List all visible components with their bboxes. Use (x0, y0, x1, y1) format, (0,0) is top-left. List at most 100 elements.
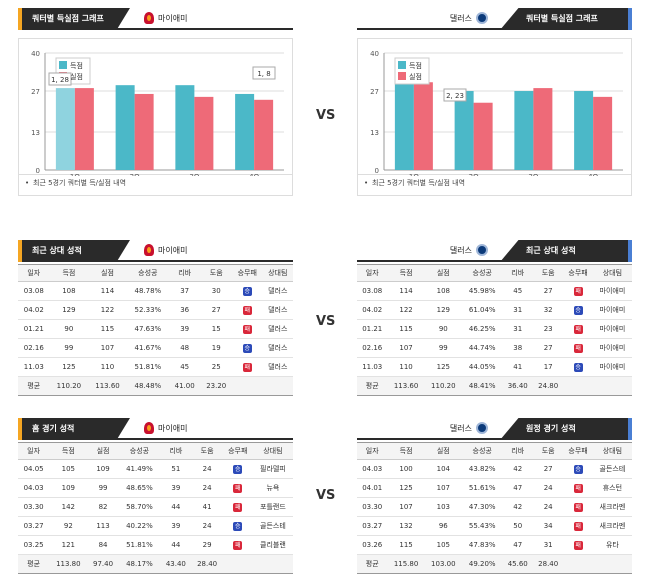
team-label: 댈러스 (450, 422, 488, 434)
team-label: 마이애미 (144, 244, 187, 256)
table-cell: 03.27 (18, 516, 50, 536)
result-cell: 패 (563, 516, 593, 536)
result-cell: 승 (563, 300, 593, 320)
loss-badge: 패 (242, 362, 252, 372)
table-cell: 107 (424, 478, 462, 498)
result-cell: 승 (222, 516, 253, 536)
table-cell: 44.05% (461, 357, 503, 377)
quarter-bar-chart: 40271301Q2Q3Q4Q득점실점2, 23 (357, 38, 632, 176)
table-cell: 03.26 (357, 535, 388, 555)
vs-label: VS (316, 488, 336, 503)
table-cell: 03.30 (357, 497, 388, 517)
table-cell: 61.04% (461, 300, 503, 320)
scored-bar[interactable] (574, 91, 594, 170)
y-tick-label: 13 (31, 129, 40, 137)
legend-label: 실점 (409, 72, 422, 81)
column-header: 승무패 (222, 442, 253, 460)
y-tick-label: 40 (370, 50, 379, 58)
scored-bar[interactable] (514, 91, 534, 170)
table-cell: 03.30 (18, 497, 50, 517)
win-badge: 승 (233, 464, 243, 474)
allowed-bar[interactable] (593, 96, 613, 170)
table-cell: 댈러스 (262, 300, 293, 320)
table-cell: 47.63% (126, 319, 169, 339)
recent-results-table: 일자 득점 실점 승성공 리바 도움 승무패 상대팀 03.08 114 108 45.98% 45 27… (357, 264, 632, 396)
allowed-bar[interactable] (473, 102, 493, 170)
legend-label: 득점 (409, 62, 422, 70)
table-cell: 24 (532, 497, 564, 517)
table-cell: 115 (88, 319, 127, 339)
table-cell: 31 (502, 319, 533, 339)
table-cell: 47 (502, 535, 533, 555)
table-cell: 23 (532, 319, 564, 339)
table-cell: 55.43% (461, 516, 503, 536)
table-cell: 뉴욕 (252, 478, 293, 498)
table-cell: 04.02 (18, 300, 50, 320)
table-cell: 03.25 (18, 535, 50, 555)
table-cell: 107 (387, 497, 425, 517)
table-cell: 42 (502, 459, 533, 479)
team-label: 댈러스 (450, 244, 488, 256)
table-cell: 04.03 (18, 478, 50, 498)
scored-bar[interactable] (235, 93, 255, 170)
average-row: 평균 115.80 103.00 49.20% 45.60 28.40 (357, 554, 632, 574)
loss-badge: 패 (573, 483, 583, 493)
y-tick-label: 27 (31, 88, 40, 96)
scored-bar[interactable] (394, 82, 414, 170)
column-header: 리바 (160, 442, 192, 460)
scored-bar[interactable] (115, 85, 135, 170)
table-cell: 48.78% (126, 281, 169, 301)
away-games-table: 일자 득점 실점 승성공 리바 도움 승무패 상대팀 04.03 100 104 43.82% 42 27… (357, 442, 632, 574)
column-header: 일자 (357, 442, 388, 460)
table-cell: 마이애미 (592, 281, 632, 301)
result-cell: 패 (222, 535, 253, 555)
table-cell: 27 (532, 281, 564, 301)
table-cell: 15 (200, 319, 233, 339)
table-row: 02.16 99 107 41.67% 48 19 승 댈러스 (18, 338, 293, 358)
panel-header: 쿼터별 득실점 그래프 댈러스 (357, 8, 632, 30)
result-cell: 패 (563, 497, 593, 517)
average-cell (563, 376, 593, 396)
y-tick-label: 13 (370, 129, 379, 137)
table-cell: 107 (88, 338, 127, 358)
table-cell: 96 (424, 516, 462, 536)
result-cell: 패 (563, 281, 593, 301)
allowed-bar[interactable] (254, 99, 274, 170)
panel-title: 쿼터별 득실점 그래프 (500, 8, 632, 30)
scored-bar[interactable] (454, 91, 474, 170)
win-badge: 승 (573, 305, 583, 315)
average-cell: 97.40 (87, 554, 119, 574)
allowed-bar[interactable] (74, 88, 94, 170)
average-cell: 48.41% (461, 376, 503, 396)
table-cell: 30 (200, 281, 233, 301)
allowed-bar[interactable] (533, 88, 553, 170)
table-cell: 41.67% (126, 338, 169, 358)
chart-note: 최근 5경기 쿼터별 득/실점 내역 (357, 170, 632, 196)
table-cell: 47.30% (461, 497, 503, 517)
loss-badge: 패 (242, 305, 252, 315)
average-cell (592, 554, 632, 574)
scored-bar[interactable] (55, 88, 75, 170)
allowed-bar[interactable] (134, 93, 154, 170)
table-cell: 105 (49, 459, 88, 479)
table-cell: 41 (502, 357, 533, 377)
table-cell: 51.61% (461, 478, 503, 498)
table-row: 04.03 109 99 48.65% 39 24 패 뉴욕 (18, 478, 293, 498)
table-cell: 115 (387, 535, 425, 555)
table-cell: 142 (49, 497, 88, 517)
table-cell: 84 (87, 535, 119, 555)
result-cell: 승 (232, 281, 263, 301)
table-cell: 01.21 (357, 319, 388, 339)
column-header: 일자 (18, 264, 50, 282)
table-cell: 포틀랜드 (252, 497, 293, 517)
allowed-bar[interactable] (413, 82, 433, 170)
loss-badge: 패 (573, 286, 583, 296)
allowed-bar[interactable] (194, 96, 214, 170)
y-tick-label: 40 (31, 50, 40, 58)
panel-title: 최근 상대 성적 (500, 240, 632, 262)
average-cell: 평균 (357, 554, 388, 574)
average-cell: 41.00 (168, 376, 201, 396)
scored-bar[interactable] (175, 85, 195, 170)
heat-logo-icon (144, 422, 154, 434)
average-row: 평균 110.20 113.60 48.48% 41.00 23.20 (18, 376, 293, 396)
